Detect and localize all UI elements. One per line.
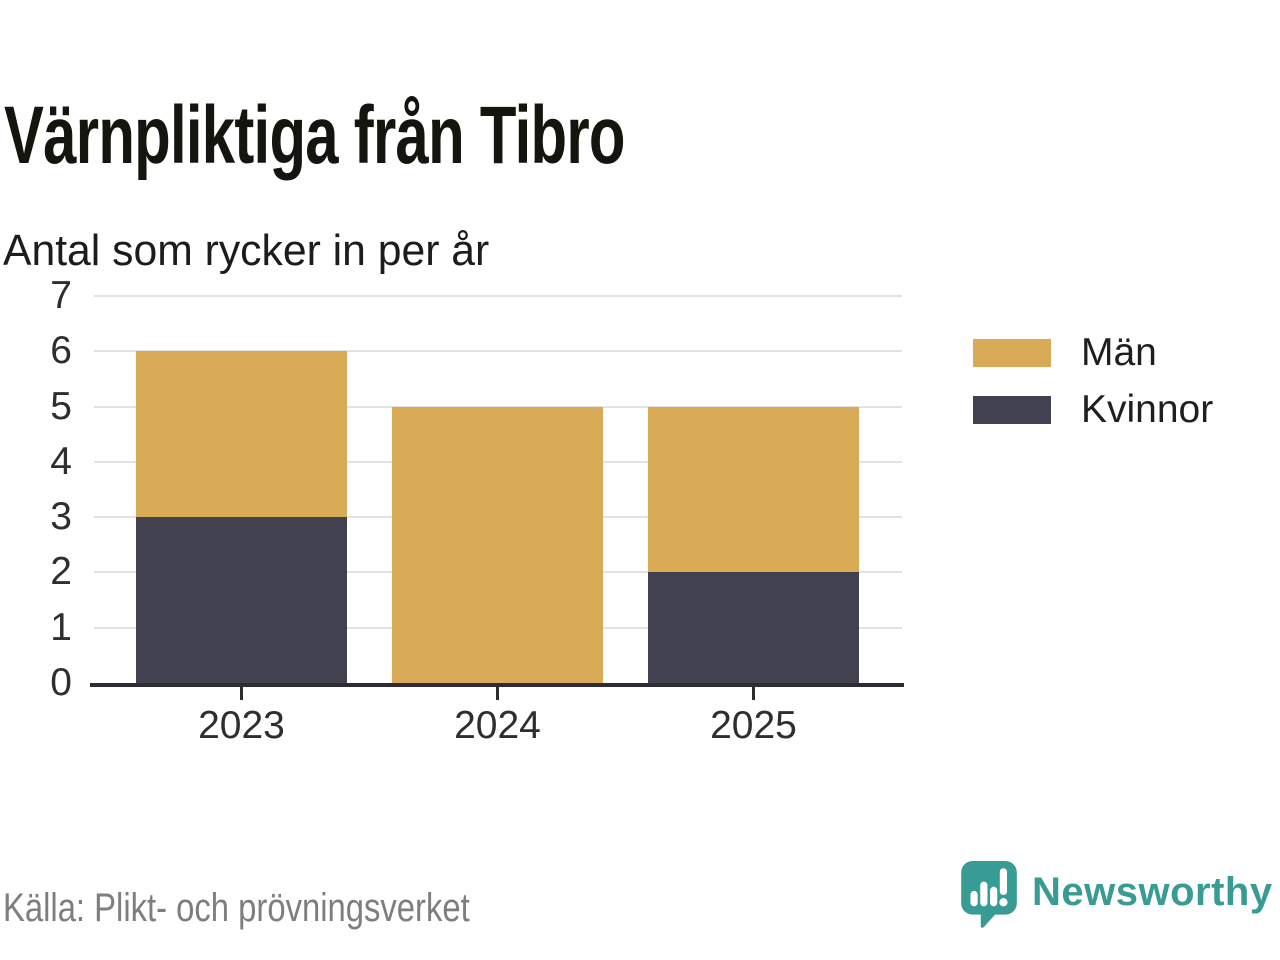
legend-swatch-män [973,339,1051,367]
chart-title: Värnpliktiga från Tibro [4,89,625,181]
brand-logo: Newsworthy [960,860,1273,928]
source-note: Källa: Plikt- och prövningsverket [3,886,470,930]
legend: Män Kvinnor [973,331,1214,453]
y-tick-label: 2 [50,550,72,594]
gridline-5 [94,405,902,408]
newsworthy-speech-bubble-bar-chart-icon [961,861,1017,928]
bar-segment-män-2024 [392,406,603,683]
bar-segment-kvinnor-2023 [136,517,347,683]
x-axis-tick-2024 [496,687,499,700]
y-tick-label: 6 [50,329,72,373]
x-tick-label-2025: 2025 [710,704,797,747]
y-tick-label: 3 [50,495,72,539]
legend-label-män: Män [1081,331,1157,374]
x-axis-tick-2023 [240,687,243,700]
x-axis-line [90,683,904,687]
y-tick-label: 1 [50,605,72,649]
x-tick-label-2024: 2024 [454,704,541,747]
y-tick-label: 5 [50,384,72,428]
legend-label-kvinnor: Kvinnor [1081,388,1214,431]
legend-swatch-kvinnor [973,396,1051,424]
y-tick-label: 0 [50,661,72,704]
legend-item-kvinnor: Kvinnor [973,388,1214,431]
brand-name: Newsworthy [1032,870,1273,914]
legend-item-män: Män [973,331,1213,374]
bar-segment-män-2025 [648,406,859,573]
x-axis-tick-2025 [752,687,755,700]
gridline-6 [94,350,902,353]
y-tick-label: 4 [50,439,72,483]
bar-segment-kvinnor-2025 [648,572,859,683]
chart-subtitle: Antal som rycker in per år [3,225,490,275]
bar-segment-män-2023 [136,351,347,518]
y-tick-label: 7 [50,274,72,317]
gridline-7 [94,295,902,297]
x-tick-label-2023: 2023 [198,704,285,747]
plot-area [90,295,902,683]
